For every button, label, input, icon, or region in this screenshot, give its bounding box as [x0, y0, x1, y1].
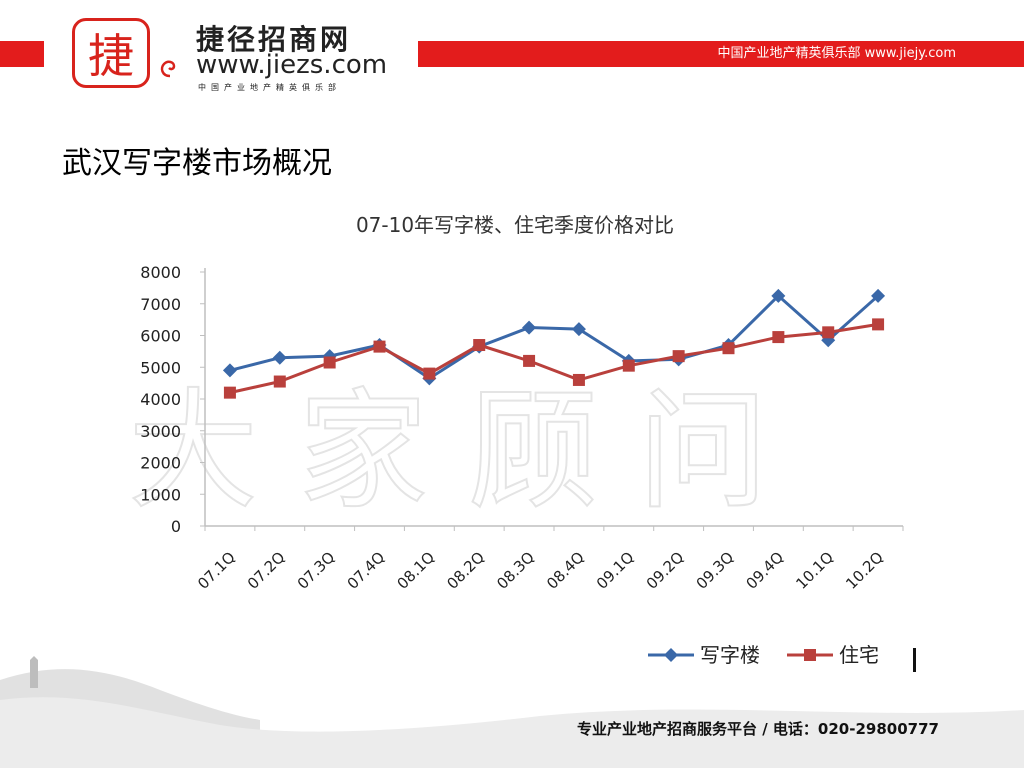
header-accent-bar-left — [0, 41, 44, 67]
price-comparison-chart: 大家顾问 07-10年写字楼、住宅季度价格对比 0 1000 2000 3000 400… — [127, 213, 916, 672]
legend-label-0: 写字楼 — [700, 643, 760, 667]
chart-legend: 写字楼 住宅 — [648, 643, 916, 672]
data-point-residential — [273, 375, 286, 388]
data-point-office — [522, 320, 537, 335]
footer-contact: 专业产业地产招商服务平台 / 电话：020-29800777 — [577, 720, 939, 738]
chart-series — [222, 288, 886, 399]
logo-char: 捷 — [88, 29, 134, 83]
data-point-residential — [323, 356, 336, 369]
header-accent-bar-right — [418, 41, 1024, 67]
chart-title: 07-10年写字楼、住宅季度价格对比 — [356, 213, 674, 237]
brand-subtitle: 中国产业地产精英俱乐部 — [198, 83, 341, 92]
chart-container: 大家顾问 07-10年写字楼、住宅季度价格对比 0 1000 2000 3000 400… — [68, 196, 963, 688]
text-cursor-icon — [913, 648, 916, 672]
header-tagline: 中国产业地产精英俱乐部 www.jiejy.com — [717, 46, 956, 61]
series-line-0 — [229, 293, 880, 381]
x-tick-label: 10.1Q — [792, 548, 837, 593]
x-tick-label: 09.3Q — [693, 548, 738, 593]
data-point-office — [222, 363, 237, 378]
y-tick-label: 4000 — [140, 390, 181, 409]
data-point-residential — [423, 367, 436, 380]
x-tick-label: 07.4Q — [344, 548, 389, 593]
y-tick-label: 7000 — [140, 295, 181, 314]
x-tick-label: 07.2Q — [244, 548, 289, 593]
y-tick-label: 1000 — [140, 485, 181, 504]
data-point-office — [871, 288, 886, 303]
landscape-decoration — [0, 656, 1024, 768]
data-point-office — [272, 350, 287, 365]
data-point-residential — [473, 339, 486, 352]
page-title: 武汉写字楼市场概况 — [62, 146, 332, 181]
y-tick-label: 0 — [171, 517, 181, 536]
brand-name: 捷径招商网 — [196, 23, 352, 56]
data-point-residential — [572, 373, 585, 386]
x-tick-label: 07.3Q — [294, 548, 339, 593]
data-point-residential — [772, 331, 785, 344]
y-tick-label: 3000 — [140, 422, 181, 441]
x-tick-label: 08.1Q — [393, 548, 438, 593]
series-line-1 — [229, 322, 879, 395]
logo-seal: 捷 — [72, 18, 150, 88]
data-point-office — [771, 288, 786, 303]
legend-label-1: 住宅 — [839, 643, 879, 667]
legend-marker-diamond — [664, 648, 678, 662]
data-point-residential — [722, 342, 735, 355]
data-point-office — [571, 322, 586, 337]
x-tick-label: 08.2Q — [443, 548, 488, 593]
x-tick-label: 09.4Q — [742, 548, 787, 593]
data-point-residential — [672, 350, 685, 363]
y-tick-label: 2000 — [140, 454, 181, 473]
x-tick-label: 09.2Q — [643, 548, 688, 593]
x-tick-label: 09.1Q — [593, 548, 638, 593]
y-tick-label: 5000 — [140, 358, 181, 377]
x-tick-label: 08.4Q — [543, 548, 588, 593]
data-point-residential — [872, 318, 885, 331]
x-tick-label: 07.1Q — [194, 548, 239, 593]
y-tick-label: 6000 — [140, 327, 181, 346]
data-point-residential — [223, 386, 236, 399]
data-point-office — [322, 349, 337, 364]
watermark-text: 大家顾问 — [128, 375, 808, 527]
legend-marker-square — [804, 649, 816, 661]
data-point-residential — [622, 359, 635, 372]
data-point-residential — [373, 340, 386, 353]
logo-swirl-icon — [160, 60, 176, 78]
data-point-residential — [822, 326, 835, 339]
x-tick-label: 10.2Q — [842, 548, 887, 593]
y-tick-label: 8000 — [140, 263, 181, 282]
data-point-residential — [523, 354, 536, 367]
x-tick-label: 08.3Q — [493, 548, 538, 593]
brand-url: www.jiezs.com — [196, 50, 388, 80]
